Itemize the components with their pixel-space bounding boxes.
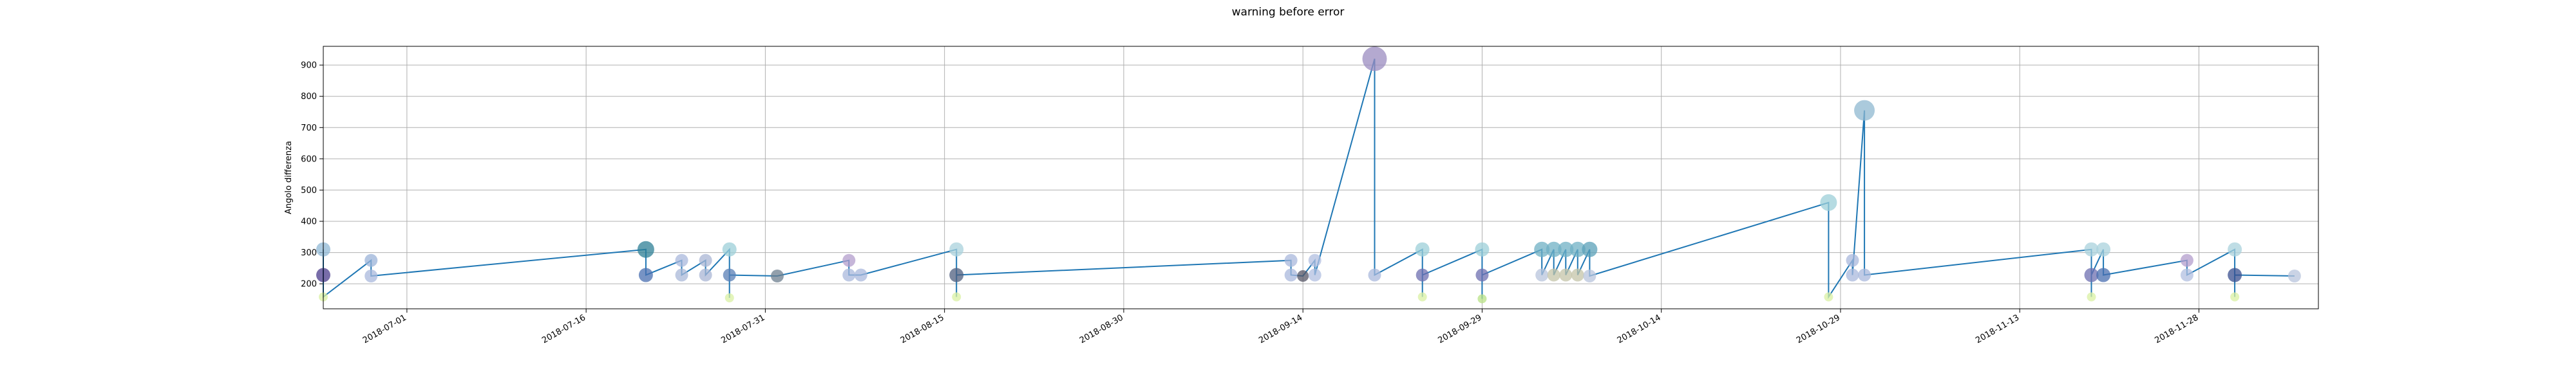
data-point bbox=[1308, 268, 1321, 282]
data-point bbox=[1571, 268, 1584, 282]
data-point bbox=[1547, 268, 1560, 282]
data-point bbox=[1417, 292, 1427, 302]
data-point bbox=[723, 268, 736, 282]
data-point bbox=[1854, 100, 1875, 121]
y-tick-label: 700 bbox=[301, 124, 317, 133]
data-point bbox=[2180, 268, 2193, 282]
data-point bbox=[637, 241, 654, 258]
data-point bbox=[365, 270, 378, 282]
x-tick-label: 2018-08-15 bbox=[899, 313, 946, 345]
x-tick-label: 2018-11-13 bbox=[1974, 313, 2021, 345]
data-point bbox=[770, 270, 784, 282]
data-point bbox=[675, 268, 688, 282]
data-point bbox=[2096, 242, 2111, 257]
data-point bbox=[365, 253, 378, 267]
y-tick-label: 900 bbox=[301, 61, 317, 71]
data-point bbox=[1535, 268, 1549, 282]
y-tick-label: 600 bbox=[301, 154, 317, 164]
data-point bbox=[722, 242, 737, 257]
data-point bbox=[2096, 268, 2111, 282]
data-point bbox=[1558, 241, 1574, 257]
x-tick-label: 2018-10-14 bbox=[1616, 313, 1663, 345]
data-point bbox=[638, 268, 653, 282]
chart-title: warning before error bbox=[1232, 6, 1345, 19]
data-point bbox=[1284, 253, 1298, 267]
data-point bbox=[949, 242, 964, 257]
data-point bbox=[1368, 268, 1381, 282]
data-point bbox=[1362, 46, 1387, 71]
y-tick-label: 300 bbox=[301, 248, 317, 258]
data-point bbox=[2084, 268, 2099, 282]
data-point bbox=[842, 253, 856, 267]
data-point bbox=[1824, 292, 1833, 302]
data-point bbox=[1475, 268, 1489, 282]
x-tick-label: 2018-07-16 bbox=[540, 313, 587, 345]
data-point bbox=[1846, 253, 1859, 267]
data-point bbox=[1415, 242, 1430, 257]
data-point bbox=[1559, 268, 1573, 282]
data-point bbox=[699, 268, 712, 282]
data-point bbox=[1858, 268, 1871, 282]
data-point bbox=[1475, 242, 1490, 257]
data-point bbox=[842, 268, 856, 282]
x-tick-label: 2018-07-31 bbox=[719, 313, 766, 345]
x-tick-label: 2018-11-28 bbox=[2154, 313, 2201, 345]
series-line bbox=[323, 59, 2295, 299]
x-axis: 2018-07-01 2018-07-16 2018-07-31 2018-08-15… bbox=[361, 309, 2201, 345]
grid-lines bbox=[323, 46, 2318, 309]
y-tick-label: 200 bbox=[301, 280, 317, 290]
data-point bbox=[952, 292, 961, 302]
data-point bbox=[699, 253, 712, 267]
data-point bbox=[1284, 268, 1298, 282]
data-point bbox=[1416, 268, 1429, 282]
y-axis: 200 300 400 500 600 700 800 900 bbox=[301, 61, 323, 290]
data-point bbox=[2228, 242, 2242, 257]
y-tick-label: 400 bbox=[301, 217, 317, 227]
y-axis-label: Angolo differenza bbox=[284, 141, 294, 214]
x-tick-label: 2018-09-29 bbox=[1436, 313, 1483, 345]
data-point bbox=[854, 268, 867, 282]
data-point bbox=[2087, 292, 2096, 302]
data-point bbox=[2228, 268, 2242, 282]
x-tick-label: 2018-07-01 bbox=[361, 313, 408, 345]
x-tick-label: 2018-08-30 bbox=[1078, 313, 1125, 345]
data-point bbox=[2230, 292, 2240, 302]
x-tick-label: 2018-09-14 bbox=[1257, 313, 1304, 345]
data-point bbox=[1569, 241, 1586, 257]
data-point bbox=[2287, 270, 2301, 282]
series-line-path bbox=[323, 59, 2295, 299]
data-point bbox=[2180, 253, 2193, 267]
data-point bbox=[675, 253, 688, 267]
data-point bbox=[1820, 194, 1837, 211]
data-point bbox=[2084, 242, 2099, 257]
data-point bbox=[1477, 294, 1487, 304]
data-point bbox=[949, 268, 964, 282]
series-points bbox=[316, 46, 2301, 304]
y-tick-label: 500 bbox=[301, 186, 317, 196]
x-tick-label: 2018-10-29 bbox=[1795, 313, 1842, 345]
data-point bbox=[1308, 253, 1321, 267]
data-point bbox=[1583, 270, 1596, 282]
data-point bbox=[1297, 270, 1309, 282]
data-point bbox=[1846, 268, 1859, 282]
y-tick-label: 800 bbox=[301, 92, 317, 102]
data-point bbox=[724, 293, 734, 302]
data-point bbox=[1534, 241, 1550, 257]
data-point bbox=[1546, 241, 1562, 257]
data-point bbox=[1582, 241, 1598, 257]
plot-frame bbox=[323, 46, 2319, 309]
